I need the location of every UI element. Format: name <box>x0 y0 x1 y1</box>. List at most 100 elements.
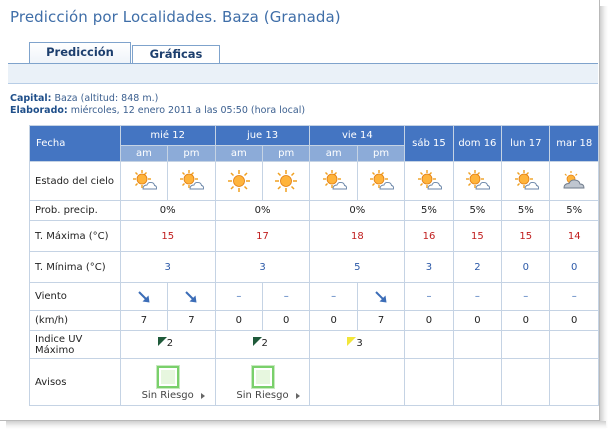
window-shadow <box>600 6 608 428</box>
tmax-row: T. Máxima (°C) 15 17 18 16 15 15 14 <box>29 220 599 252</box>
sun-partly-cloudy-icon <box>464 168 491 194</box>
tab-prediccion[interactable]: Predicción <box>29 42 131 64</box>
forecast-window: Predicción por Localidades. Baza (Granad… <box>0 0 600 421</box>
day-header: mié 12 <box>119 125 216 146</box>
sun-partly-cloudy-icon <box>178 168 205 194</box>
aviso-text: Sin Riesgo <box>141 389 206 401</box>
wind-speed: 0 <box>501 310 551 331</box>
pm-subheader: pm <box>167 145 216 162</box>
aviso-sin-riesgo[interactable]: Sin Riesgo <box>126 364 210 401</box>
wind-arrow-southeast-icon <box>374 290 388 304</box>
wind-speed: 0 <box>452 310 503 331</box>
tmax-value: 15 <box>452 220 503 252</box>
precip-value: 0% <box>214 200 311 221</box>
row-label: Avisos <box>29 358 121 406</box>
day-header: lun 17 <box>501 125 551 162</box>
uv-value: 3 <box>356 338 363 349</box>
cloudy-icon <box>561 168 587 194</box>
sky-row: Estado del cielo <box>29 161 599 201</box>
tmax-value: 14 <box>549 220 599 252</box>
wind-speed: 0 <box>309 310 358 331</box>
uv-row: Indice UV Máximo 2 2 3 <box>29 330 599 359</box>
wind-speed: 7 <box>119 310 169 331</box>
day-header: jue 13 <box>214 125 311 146</box>
row-label: Estado del cielo <box>29 161 121 201</box>
am-subheader: am <box>119 145 169 162</box>
tmin-value: 3 <box>404 251 454 283</box>
wind-calm: – <box>501 282 551 311</box>
precip-value: 5% <box>501 200 551 221</box>
sun-partly-cloudy-icon <box>368 168 395 194</box>
tmin-value: 3 <box>214 251 311 283</box>
wind-calm: – <box>262 282 311 311</box>
sun-icon <box>226 168 252 194</box>
tmin-value: 0 <box>549 251 599 283</box>
wind-speed: 0 <box>262 310 311 331</box>
capital-value: Baza (altitud: 848 m.) <box>54 93 159 104</box>
elaborado-value: miércoles, 12 enero 2011 a las 05:50 (ho… <box>70 105 306 116</box>
tmax-value: 17 <box>214 220 311 252</box>
elaborado-info: Elaborado: miércoles, 12 enero 2011 a la… <box>10 105 305 116</box>
forecast-table: Fecha mié 12 jue 13 vie 14 sáb 15 dom 16… <box>29 125 599 406</box>
wind-row: Viento – – – – – – – <box>29 282 599 311</box>
uv-index: 2 <box>156 336 180 350</box>
day-header: dom 16 <box>452 125 503 162</box>
avisos-row: Avisos Sin Riesgo Sin Riesgo <box>29 358 599 406</box>
kmh-row: (km/h) 7 7 0 0 0 7 0 0 0 0 <box>29 310 599 331</box>
window-shadow <box>6 421 606 429</box>
precip-value: 0% <box>119 200 216 221</box>
sun-icon <box>273 168 299 194</box>
sun-partly-cloudy-icon <box>416 168 442 194</box>
aviso-sin-riesgo[interactable]: Sin Riesgo <box>221 364 305 401</box>
wind-arrow-southeast-icon <box>137 290 151 304</box>
tab-panel-band <box>8 64 598 84</box>
tab-divider <box>8 63 598 64</box>
uv-value: 2 <box>166 338 174 349</box>
fecha-header: Fecha <box>29 125 121 162</box>
aviso-green-icon <box>250 364 275 389</box>
wind-calm: – <box>309 282 358 311</box>
wind-speed: 0 <box>549 310 599 331</box>
precip-value: 0% <box>309 200 406 221</box>
wind-speed: 0 <box>404 310 454 331</box>
aviso-green-icon <box>155 364 180 389</box>
tmin-value: 3 <box>119 251 216 283</box>
precip-row: Prob. precip. 0% 0% 0% 5% 5% 5% 5% <box>29 200 599 221</box>
row-label: T. Máxima (°C) <box>29 220 121 252</box>
am-subheader: am <box>309 145 358 162</box>
tmax-value: 18 <box>309 220 406 252</box>
row-label: Indice UV Máximo <box>29 330 121 359</box>
uv-index: 2 <box>251 336 275 350</box>
row-label: (km/h) <box>29 310 121 331</box>
wind-speed: 0 <box>214 310 264 331</box>
wind-calm: – <box>549 282 599 311</box>
uv-value: 2 <box>261 338 268 349</box>
elaborado-label: Elaborado: <box>10 105 68 116</box>
sun-partly-cloudy-icon <box>513 168 539 194</box>
row-label: Prob. precip. <box>29 200 121 221</box>
tmax-value: 15 <box>501 220 551 252</box>
capital-label: Capital: <box>10 93 52 104</box>
wind-speed: 7 <box>167 310 216 331</box>
pm-subheader: pm <box>262 145 311 162</box>
day-header: sáb 15 <box>404 125 454 162</box>
uv-level-icon <box>347 337 357 346</box>
wind-calm: – <box>452 282 503 311</box>
tmax-value: 15 <box>119 220 216 252</box>
uv-index: 3 <box>345 336 369 350</box>
wind-calm: – <box>214 282 264 311</box>
tab-graficas[interactable]: Gráficas <box>132 45 220 64</box>
tmin-row: T. Mínima (°C) 3 3 5 3 2 0 0 <box>29 251 599 283</box>
tmin-value: 2 <box>452 251 503 283</box>
precip-value: 5% <box>452 200 503 221</box>
row-label: Viento <box>29 282 121 311</box>
uv-level-icon <box>157 337 167 346</box>
tmin-value: 0 <box>501 251 551 283</box>
day-header: vie 14 <box>309 125 406 146</box>
capital-info: Capital: Baza (altitud: 848 m.) <box>10 93 158 104</box>
wind-speed: 7 <box>356 310 406 331</box>
wind-calm: – <box>404 282 454 311</box>
row-label: T. Mínima (°C) <box>29 251 121 283</box>
uv-level-icon <box>252 337 262 346</box>
aviso-text: Sin Riesgo <box>236 389 300 401</box>
